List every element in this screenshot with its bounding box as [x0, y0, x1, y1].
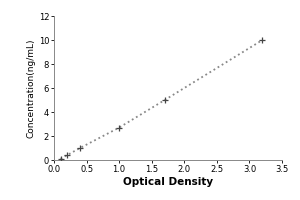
Y-axis label: Concentration(ng/mL): Concentration(ng/mL): [27, 38, 36, 138]
X-axis label: Optical Density: Optical Density: [123, 177, 213, 187]
